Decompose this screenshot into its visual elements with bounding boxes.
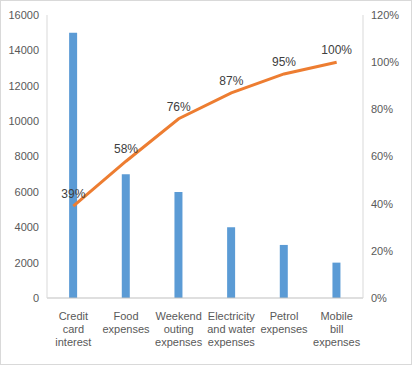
svg-text:Weekendoutingexpenses: Weekendoutingexpenses bbox=[155, 310, 203, 348]
svg-text:4000: 4000 bbox=[15, 221, 39, 233]
svg-text:20%: 20% bbox=[371, 245, 393, 257]
svg-text:100%: 100% bbox=[321, 43, 352, 57]
svg-text:87%: 87% bbox=[219, 74, 243, 88]
svg-text:6000: 6000 bbox=[15, 186, 39, 198]
svg-text:40%: 40% bbox=[371, 198, 393, 210]
svg-text:Foodexpenses: Foodexpenses bbox=[102, 310, 150, 335]
svg-text:0%: 0% bbox=[371, 292, 387, 304]
svg-text:Petrolexpenses: Petrolexpenses bbox=[260, 310, 308, 335]
svg-text:95%: 95% bbox=[272, 55, 296, 69]
svg-text:8000: 8000 bbox=[15, 150, 39, 162]
svg-text:39%: 39% bbox=[61, 187, 85, 201]
svg-text:60%: 60% bbox=[371, 150, 393, 162]
svg-text:2000: 2000 bbox=[15, 257, 39, 269]
svg-text:Creditcardinterest: Creditcardinterest bbox=[55, 310, 91, 348]
svg-text:Electricityand waterexpenses: Electricityand waterexpenses bbox=[207, 310, 256, 348]
svg-text:120%: 120% bbox=[371, 9, 399, 21]
svg-text:100%: 100% bbox=[371, 56, 399, 68]
svg-text:10000: 10000 bbox=[8, 115, 39, 127]
svg-text:16000: 16000 bbox=[8, 9, 39, 21]
svg-text:Mobilebillexpenses: Mobilebillexpenses bbox=[313, 310, 361, 348]
svg-text:80%: 80% bbox=[371, 103, 393, 115]
svg-text:58%: 58% bbox=[114, 142, 138, 156]
svg-text:14000: 14000 bbox=[8, 44, 39, 56]
svg-text:0: 0 bbox=[33, 292, 39, 304]
svg-text:76%: 76% bbox=[167, 100, 191, 114]
svg-text:12000: 12000 bbox=[8, 80, 39, 92]
